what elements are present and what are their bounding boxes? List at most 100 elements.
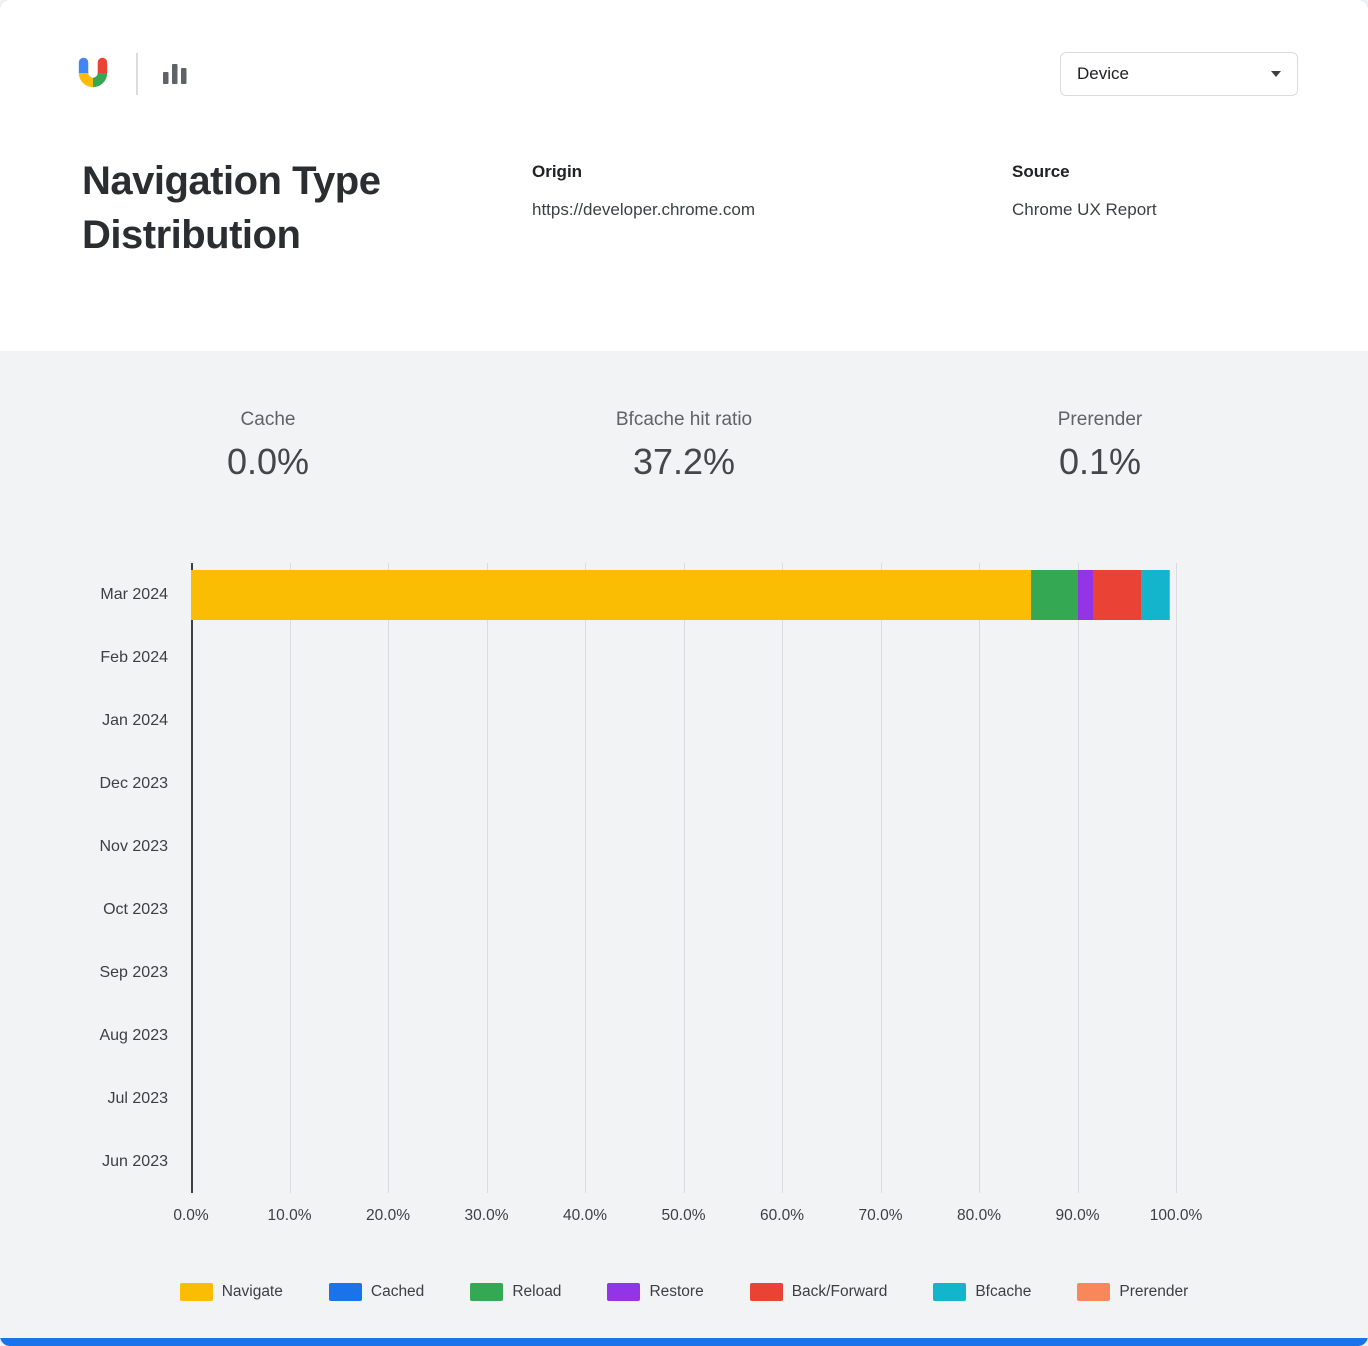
y-axis-label: Jun 2023 [102,1152,168,1170]
gridline [1176,563,1177,1193]
chevron-down-icon [1271,71,1281,77]
origin-label: Origin [532,162,583,181]
stacked-bar [191,759,1176,809]
summary-stats: Cache 0.0% Bfcache hit ratio 37.2% Prerender… [0,409,1368,483]
origin-block: Origin https://developer.chrome.com [532,154,1012,262]
bar-segment-navigate[interactable] [191,569,1032,620]
x-axis-label: 40.0% [563,1207,607,1224]
legend-label: Cached [370,1283,425,1300]
stacked-bar [191,822,1176,872]
title-row: Navigation Type Distribution Origin http… [0,154,1368,262]
stat-cache: Cache 0.0% [60,409,476,483]
stacked-bar [191,1137,1176,1187]
stat-value: 0.0% [226,441,310,482]
x-axis-label: 70.0% [858,1207,903,1224]
y-axis-label: Nov 2023 [99,837,169,855]
legend-label: Prerender [1119,1283,1189,1300]
chart-legend: Navigate Cached Reload Restore Back/Forward B… [0,1283,1368,1301]
source-value: Chrome UX Report [1012,200,1157,219]
x-axis-labels: 0.0% 10.0% 20.0% 30.0% 40.0% 50.0% 60.0% 70.0% 8… [173,1199,1202,1233]
y-axis-label: Jan 2024 [102,711,168,729]
x-axis-label: 90.0% [1055,1207,1100,1224]
stat-label: Bfcache hit ratio [615,409,753,430]
gridline [388,563,389,1193]
y-axis-label: Dec 2023 [99,774,169,792]
brand-divider [136,53,138,95]
y-axis-label: Jul 2023 [107,1089,169,1107]
stacked-bar [191,633,1176,683]
gridline [683,563,685,1193]
y-axis-line [191,563,193,1193]
stacked-bar [191,696,1176,746]
y-axis-label: Sep 2023 [99,963,168,981]
legend-label: Bfcache [975,1283,1032,1300]
stacked-bar [191,569,1176,620]
legend-label: Navigate [221,1283,283,1300]
legend-label: Restore [649,1283,704,1300]
legend-item-restore[interactable]: Restore [607,1283,704,1301]
gridline [585,563,586,1193]
gridline [880,563,882,1193]
bar-chart-icon[interactable] [160,59,190,89]
chart-row [191,563,1176,626]
gridline [782,563,783,1193]
stat-value: 37.2% [632,441,736,482]
chart-row [191,689,1176,752]
x-axis-label: 20.0% [366,1207,410,1224]
y-axis-labels: Mar 2024 Feb 2024 Jan 2024 Dec 2023 Nov 2023… [0,563,191,1233]
x-axis-label: 0.0% [173,1207,209,1224]
crux-logo[interactable] [72,53,114,95]
legend-label: Reload [512,1283,562,1300]
device-dropdown[interactable]: Device [1060,52,1298,96]
chart-section: Cache 0.0% Bfcache hit ratio 37.2% Prerender… [0,351,1368,1338]
bar-segment-bfcache[interactable] [1140,569,1170,620]
bar-segment-prerender[interactable] [1169,569,1171,620]
chart-row [191,1130,1176,1193]
brand-row: Device [0,0,1368,98]
stacked-bar [191,948,1176,998]
stat-bfcache-hit-ratio: Bfcache hit ratio 37.2% [476,409,892,483]
legend-label: Back/Forward [791,1283,888,1300]
source-block: Source Chrome UX Report [1012,154,1157,262]
stat-label: Prerender [1057,409,1143,430]
source-label: Source [1012,162,1070,181]
legend-item-prerender[interactable]: Prerender [1077,1283,1188,1301]
plot-area [191,563,1177,1193]
legend-item-navigate[interactable]: Navigate [179,1283,283,1301]
legend-item-bfcache[interactable]: Bfcache [933,1283,1031,1301]
y-axis-label: Mar 2024 [100,585,168,603]
device-dropdown-value: Device [1077,64,1129,83]
legend-item-reload[interactable]: Reload [470,1283,561,1301]
chart-row [191,878,1176,941]
gridline [486,563,488,1193]
stacked-bar [191,885,1176,935]
bottom-accent-bar [0,1338,1368,1346]
x-axis-label: 80.0% [957,1207,1001,1224]
y-axis-label: Oct 2023 [103,900,168,918]
bar-segment-back-forward[interactable] [1093,569,1141,620]
stat-label: Cache [240,409,296,430]
bar-segment-reload[interactable] [1031,569,1079,620]
legend-item-cached[interactable]: Cached [328,1283,425,1301]
gridline [979,563,980,1193]
y-axis-label: Aug 2023 [99,1026,168,1044]
chart-row [191,752,1176,815]
stacked-bar [191,1011,1176,1061]
x-axis-label: 100.0% [1149,1207,1203,1224]
y-axis-label: Feb 2024 [100,648,168,666]
chart-row [191,941,1176,1004]
gridline [1077,563,1079,1193]
origin-value: https://developer.chrome.com [532,200,756,219]
legend-item-back-forward[interactable]: Back/Forward [749,1283,888,1301]
legend-swatch [179,1283,213,1301]
legend-swatch [933,1283,967,1301]
legend-swatch [470,1283,504,1301]
bar-segment-restore[interactable] [1078,569,1094,620]
x-axis-label: 50.0% [661,1207,706,1224]
chart-row [191,1067,1176,1130]
gridlines [191,563,1177,1193]
chart-row [191,626,1176,689]
legend-swatch [1077,1283,1111,1301]
legend-swatch [607,1283,641,1301]
